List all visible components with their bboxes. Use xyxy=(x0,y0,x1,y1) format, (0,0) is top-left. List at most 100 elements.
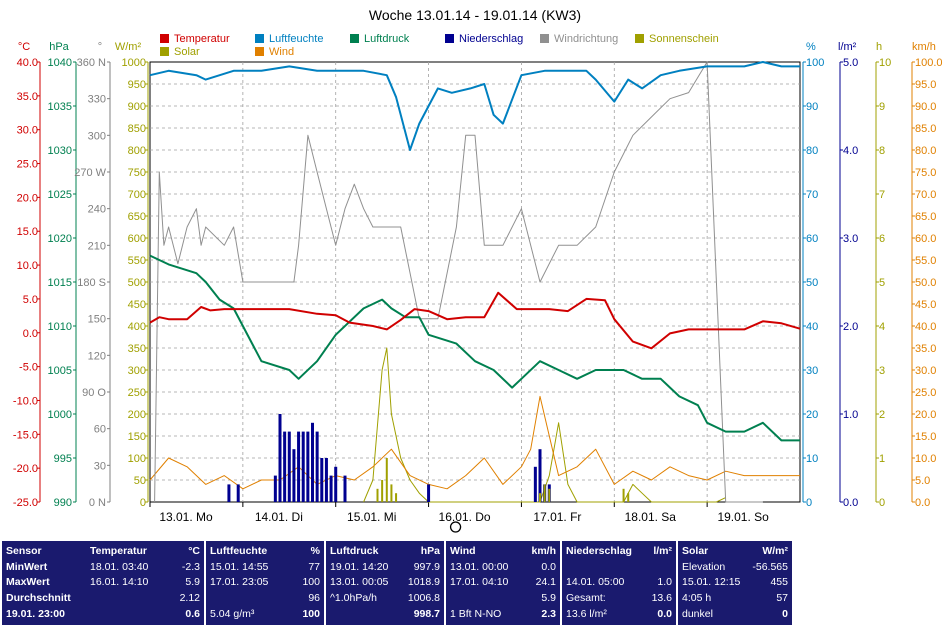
axis-tick-label-sunshine: 7 xyxy=(879,189,885,201)
axis-tick-label-humidity: 20 xyxy=(806,409,818,421)
axis-tick-label-sunshine: 5 xyxy=(879,277,885,289)
axis-tick-label-pressure: 1000 xyxy=(48,409,72,421)
rain-bar xyxy=(324,458,328,502)
stats-label: Temperatur xyxy=(90,545,147,557)
axis-unit-humidity: % xyxy=(806,41,816,53)
axis-tick-label-direction: 150 xyxy=(88,314,106,326)
axis-tick-label-solar: 400 xyxy=(128,321,146,333)
axis-tick-label-sunshine: 2 xyxy=(879,409,885,421)
sunshine-bar xyxy=(385,458,388,502)
axis-tick-label-humidity: 0 xyxy=(806,497,812,509)
axis-tick-label-sunshine: 1 xyxy=(879,453,885,465)
axis-tick-label-solar: 900 xyxy=(128,101,146,113)
stats-label: 14.01. 05:00 xyxy=(566,576,625,588)
axis-tick-label-pressure: 990 xyxy=(54,497,72,509)
rain-bar xyxy=(311,422,314,502)
axis-tick-label-solar: 700 xyxy=(128,189,146,201)
axis-tick-label-wind: 20.0 xyxy=(915,409,936,421)
stats-label: 1 Bft N-NO xyxy=(450,608,502,620)
stats-row xyxy=(566,561,672,574)
axis-tick-label-wind: 35.0 xyxy=(915,343,936,355)
axis-tick-label-solar: 100 xyxy=(128,453,146,465)
stats-row: 96 xyxy=(210,592,320,605)
axis-tick-label-temperature: 10.0 xyxy=(17,260,38,272)
stats-row: 13.01. 00:00 0.0 xyxy=(450,561,556,574)
axis-tick-label-humidity: 90 xyxy=(806,101,818,113)
stats-value: °C xyxy=(188,545,200,557)
stats-row: Gesamt: 13.6 xyxy=(566,592,672,605)
stats-value: -56.565 xyxy=(752,561,788,573)
stats-value: 1006.8 xyxy=(407,592,440,604)
stats-value: 5.9 xyxy=(185,576,200,588)
stats-value: 96 xyxy=(308,592,320,604)
axis-unit-temperature: °C xyxy=(18,41,30,53)
stats-label: 17.01. 04:10 xyxy=(450,576,509,588)
stats-value: 57 xyxy=(776,592,788,604)
legend-label: Luftdruck xyxy=(364,33,410,45)
axis-tick-label-humidity: 70 xyxy=(806,189,818,201)
rain-bar xyxy=(297,431,301,502)
series-line-temperatur xyxy=(149,291,801,350)
axis-tick-label-solar: 0 xyxy=(140,497,146,509)
axis-tick-label-temperature: -15.0 xyxy=(13,429,38,441)
rain-bar xyxy=(292,449,296,502)
axis-tick-label-sunshine: 4 xyxy=(879,321,885,333)
axis-tick-label-solar: 650 xyxy=(128,211,146,223)
axis-tick-label-temperature: 15.0 xyxy=(17,226,38,238)
axis-tick-label-rain: 4.0 xyxy=(843,145,858,157)
axis-tick-label-temperature: -10.0 xyxy=(13,395,38,407)
stats-label: 5.04 g/m³ xyxy=(210,608,255,620)
axis-tick-label-pressure: 1030 xyxy=(48,145,72,157)
stats-value: 0.0 xyxy=(657,608,672,620)
stats-label: Wind xyxy=(450,545,476,557)
stats-label: MinWert xyxy=(6,561,48,573)
stats-value: 5.9 xyxy=(541,592,556,604)
axis-tick-label-solar: 450 xyxy=(128,299,146,311)
weather-chart: Woche 13.01.14 - 19.01.14 (KW3) Temperatu… xyxy=(13,7,943,533)
stats-header: Temperatur °C xyxy=(90,545,200,558)
now-marker-icon xyxy=(449,521,462,533)
axis-tick-label-humidity: 60 xyxy=(806,233,818,245)
stats-value: 997.9 xyxy=(413,561,440,573)
stats-label: 19.01. 14:20 xyxy=(330,561,389,573)
rain-bar xyxy=(287,431,291,502)
sunshine-bar xyxy=(539,493,541,502)
axis-tick-label-wind: 100.0 xyxy=(915,57,943,69)
axis-tick-label-temperature: 5.0 xyxy=(23,294,38,306)
series-line-wind xyxy=(149,395,800,490)
stats-row: 19.01. 23:00 xyxy=(6,608,82,621)
axis-tick-label-pressure: 1025 xyxy=(48,189,72,201)
x-axis-label: 17.01. Fr xyxy=(533,510,581,524)
rain-bar xyxy=(278,414,282,502)
legend-label: Niederschlag xyxy=(459,33,523,45)
axis-tick-label-pressure: 1005 xyxy=(48,365,72,377)
axis-tick-label-direction: 300 xyxy=(88,130,106,142)
stats-row: 2.12 xyxy=(90,592,200,605)
stats-row: Elevation -56.565 xyxy=(682,561,788,574)
axis-tick-label-sunshine: 10 xyxy=(879,57,891,69)
stats-label: Niederschlag xyxy=(566,545,632,557)
axis-tick-label-wind: 25.0 xyxy=(915,387,936,399)
chart-title: Woche 13.01.14 - 19.01.14 (KW3) xyxy=(369,7,581,23)
axis-tick-label-wind: 80.0 xyxy=(915,145,936,157)
legend-label: Temperatur xyxy=(174,33,230,45)
x-axis-label: 18.01. Sa xyxy=(625,510,677,524)
rain-bar xyxy=(329,475,333,502)
x-axis-label: 13.01. Mo xyxy=(159,510,213,524)
axis-tick-label-humidity: 10 xyxy=(806,453,818,465)
axis-tick-label-rain: 2.0 xyxy=(843,321,858,333)
stats-row: 0.6 xyxy=(90,608,200,621)
x-axis-label: 16.01. Do xyxy=(439,510,491,524)
stats-value: 998.7 xyxy=(413,608,440,620)
stats-row: 5.04 g/m³ 100 xyxy=(210,608,320,621)
stats-row: 13.6 l/m² 0.0 xyxy=(566,608,672,621)
stats-label: Durchschnitt xyxy=(6,592,71,604)
axis-tick-label-wind: 5.0 xyxy=(915,475,930,487)
stats-value: l/m² xyxy=(653,545,672,557)
stats-label: ^1.0hPa/h xyxy=(330,592,377,604)
axis-tick-label-wind: 95.0 xyxy=(915,79,936,91)
sunshine-bar xyxy=(548,488,551,502)
axis-tick-label-direction: 120 xyxy=(88,350,106,362)
axis-tick-label-pressure: 1040 xyxy=(48,57,72,69)
stats-value: 455 xyxy=(770,576,788,588)
